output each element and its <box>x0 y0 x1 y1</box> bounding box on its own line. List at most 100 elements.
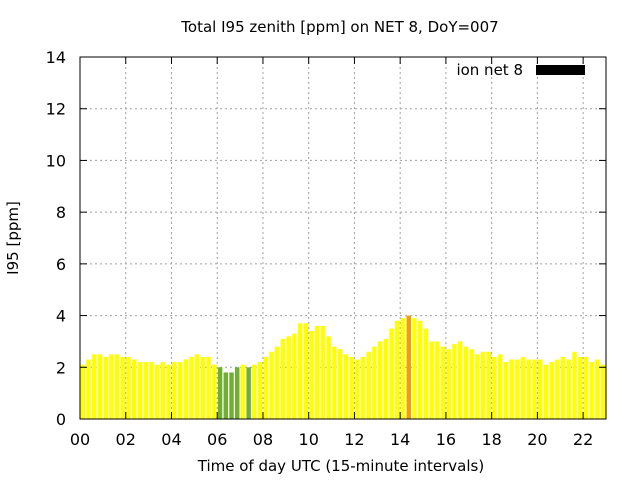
bar <box>315 325 320 419</box>
bar <box>126 356 131 419</box>
bar <box>566 359 572 419</box>
bar <box>326 336 331 419</box>
bar <box>406 315 411 419</box>
bar <box>417 320 423 419</box>
bar <box>538 359 543 419</box>
bar <box>200 356 206 419</box>
bar <box>177 362 183 419</box>
bar <box>114 354 120 419</box>
bar <box>355 359 360 419</box>
bar <box>286 336 291 419</box>
bar <box>309 331 314 419</box>
bar <box>595 359 600 419</box>
bar <box>560 356 566 419</box>
bar <box>366 351 371 419</box>
bar <box>423 328 429 419</box>
bar <box>360 356 366 419</box>
bar <box>263 356 269 419</box>
y-axis: 0 2 4 6 8 10 12 14 <box>46 48 606 429</box>
x-tick-label: 16 <box>436 430 456 449</box>
bar <box>172 362 177 419</box>
bar <box>257 362 263 419</box>
bar <box>509 359 514 419</box>
x-tick-label: 12 <box>344 430 364 449</box>
y-tick-label: 12 <box>46 100 66 119</box>
bar <box>452 344 457 419</box>
y-tick-label: 8 <box>56 203 66 222</box>
bar <box>103 356 108 419</box>
bar <box>429 341 434 419</box>
bar <box>97 354 103 419</box>
bar <box>446 349 452 419</box>
bar <box>143 362 148 419</box>
bar <box>189 356 194 419</box>
bar <box>549 362 554 419</box>
bar <box>120 356 126 419</box>
y-tick-label: 4 <box>56 307 66 326</box>
bar <box>86 359 91 419</box>
bar <box>480 351 486 419</box>
x-axis: 00 02 04 06 08 10 12 14 16 18 20 22 <box>70 57 593 449</box>
bar <box>183 359 189 419</box>
bar <box>372 346 377 419</box>
bar <box>532 359 537 419</box>
y-tick-label: 6 <box>56 255 66 274</box>
y-tick-label: 0 <box>56 410 66 429</box>
bar <box>343 354 349 419</box>
x-tick-label: 08 <box>253 430 273 449</box>
bar <box>132 359 137 419</box>
bar <box>297 323 303 419</box>
bar <box>217 367 223 419</box>
bar <box>137 362 143 419</box>
bar <box>395 320 400 419</box>
y-tick-label: 10 <box>46 151 66 170</box>
bar <box>600 364 606 419</box>
bar <box>475 354 480 419</box>
x-tick-label: 04 <box>161 430 181 449</box>
bar <box>223 372 229 419</box>
x-axis-label: Time of day UTC (15-minute intervals) <box>197 457 484 475</box>
bar <box>469 349 474 419</box>
bar <box>246 367 251 419</box>
bar <box>154 364 160 419</box>
x-tick-label: 14 <box>390 430 410 449</box>
bar <box>194 354 200 419</box>
bar <box>92 354 97 419</box>
bars <box>80 315 606 419</box>
bar <box>463 346 469 419</box>
legend-swatch <box>536 65 585 75</box>
bar <box>486 351 492 419</box>
bar <box>583 356 589 419</box>
bar <box>252 364 257 419</box>
x-tick-label: 20 <box>527 430 547 449</box>
bar <box>520 356 526 419</box>
bar <box>320 325 326 419</box>
bar <box>292 333 297 419</box>
bar <box>400 318 406 419</box>
bar <box>206 356 211 419</box>
bar <box>149 362 154 419</box>
bar <box>543 364 549 419</box>
bar <box>240 364 246 419</box>
x-tick-label: 00 <box>70 430 90 449</box>
bar <box>383 338 389 419</box>
bar <box>578 356 583 419</box>
bar <box>275 346 280 419</box>
bar <box>440 346 446 419</box>
bar <box>280 338 286 419</box>
bar <box>497 354 503 419</box>
grid <box>80 57 606 419</box>
bar <box>80 364 86 419</box>
bar <box>212 364 217 419</box>
bar <box>503 362 509 419</box>
y-tick-label: 2 <box>56 358 66 377</box>
x-tick-label: 10 <box>299 430 319 449</box>
bar <box>337 349 343 419</box>
chart-title: Total I95 zenith [ppm] on NET 8, DoY=007 <box>180 18 498 36</box>
bar <box>435 341 440 419</box>
bar <box>332 346 337 419</box>
x-tick-label: 06 <box>207 430 227 449</box>
legend: ion net 8 <box>456 61 585 79</box>
bar <box>234 367 240 419</box>
